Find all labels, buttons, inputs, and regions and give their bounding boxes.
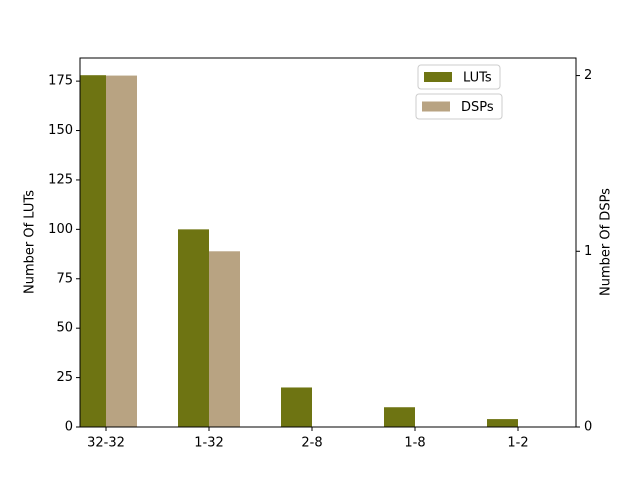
y-tick-label: 25 — [56, 370, 73, 385]
x-tick-label: 2-8 — [301, 436, 322, 451]
y2-tick-label: 0 — [584, 420, 592, 435]
bar — [106, 75, 137, 427]
legend-box — [415, 93, 503, 120]
y-tick-label: 75 — [56, 271, 73, 286]
y-tick-label: 125 — [48, 172, 73, 187]
x-tick-label: 32-32 — [87, 436, 125, 451]
plot-area — [80, 75, 518, 427]
y-tick-label: 0 — [65, 420, 73, 435]
bar — [178, 229, 209, 427]
y2-axis-label: Number Of DSPs — [599, 188, 614, 296]
y-tick-label: 50 — [56, 321, 73, 336]
y2-tick-label: 2 — [584, 68, 592, 83]
legend-swatch — [424, 72, 452, 82]
x-tick-label: 1-32 — [194, 436, 224, 451]
legend-label: DSPs — [461, 100, 494, 115]
x-tick-label: 1-8 — [404, 436, 425, 451]
y2-tick-label: 1 — [584, 244, 592, 259]
y-tick-label: 175 — [48, 74, 73, 89]
bar — [209, 251, 240, 427]
bar — [487, 419, 518, 427]
legend-label: LUTs — [463, 71, 492, 86]
legend-box — [417, 64, 501, 90]
y-tick-label: 100 — [48, 222, 73, 237]
bar — [281, 387, 312, 427]
bar — [80, 75, 106, 427]
y-axis-label: Number Of LUTs — [23, 190, 38, 294]
legend-swatch — [422, 101, 450, 112]
x-tick-label: 1-2 — [507, 436, 528, 451]
axes-frame — [79, 57, 577, 428]
y-tick-label: 150 — [48, 123, 73, 138]
bar — [384, 407, 415, 427]
